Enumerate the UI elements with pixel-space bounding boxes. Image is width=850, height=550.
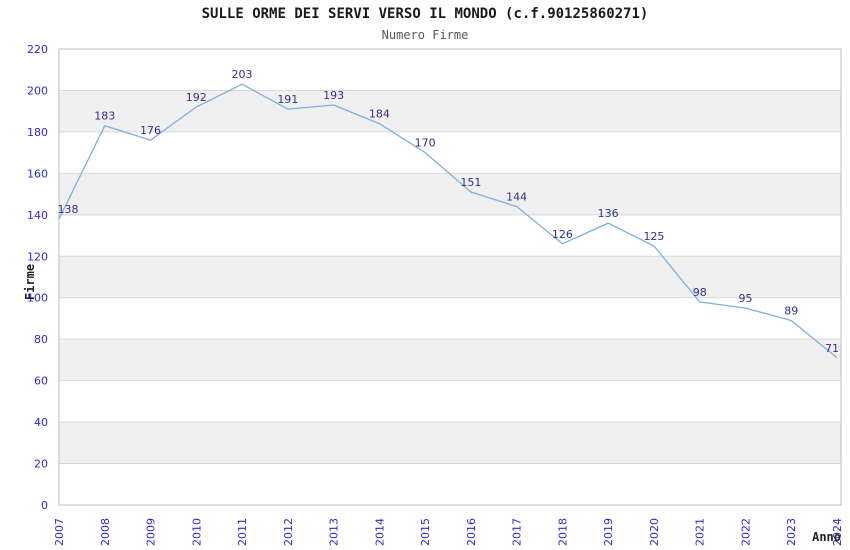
y-tick-label: 0 <box>41 499 48 512</box>
point-label: 170 <box>415 137 436 150</box>
x-tick-label: 2020 <box>648 518 661 546</box>
y-tick-label: 160 <box>27 167 48 180</box>
x-tick-label: 2010 <box>190 518 203 546</box>
point-label: 144 <box>506 191 527 204</box>
point-label: 176 <box>140 124 161 137</box>
x-tick-label: 2021 <box>694 518 707 546</box>
y-axis-title: Firme <box>23 264 37 300</box>
point-label: 184 <box>369 108 390 121</box>
point-label: 71 <box>825 342 839 355</box>
point-label: 125 <box>643 230 664 243</box>
x-tick-label: 2014 <box>373 518 386 546</box>
x-tick-label: 2012 <box>282 518 295 546</box>
point-label: 151 <box>460 176 481 189</box>
point-label: 98 <box>693 286 707 299</box>
x-tick-label: 2018 <box>556 518 569 546</box>
y-tick-label: 180 <box>27 126 48 139</box>
x-tick-label: 2011 <box>236 518 249 546</box>
x-tick-label: 2009 <box>145 518 158 546</box>
point-label: 136 <box>598 207 619 220</box>
grid-band <box>59 422 841 464</box>
point-label: 191 <box>277 93 298 106</box>
point-label: 138 <box>58 203 79 216</box>
x-tick-label: 2022 <box>739 518 752 546</box>
y-tick-label: 200 <box>27 84 48 97</box>
y-tick-label: 80 <box>34 333 48 346</box>
x-tick-label: 2024 <box>831 518 844 546</box>
y-tick-label: 40 <box>34 416 48 429</box>
x-tick-label: 2019 <box>602 518 615 546</box>
x-tick-label: 2016 <box>465 518 478 546</box>
y-tick-label: 20 <box>34 458 48 471</box>
x-axis-title: Anno <box>812 530 841 544</box>
y-tick-label: 100 <box>27 292 48 305</box>
x-tick-label: 2015 <box>419 518 432 546</box>
x-tick-label: 2007 <box>53 518 66 546</box>
chart-plot-area: 0 20 40 60 80 100 120 140 160 180 200 220 2007 2008 20… <box>27 43 844 546</box>
point-label: 203 <box>232 68 253 81</box>
point-label: 89 <box>784 305 798 318</box>
point-label: 95 <box>738 292 752 305</box>
y-tick-label: 220 <box>27 43 48 56</box>
chart-title: SULLE ORME DEI SERVI VERSO IL MONDO (c.f… <box>201 6 649 22</box>
point-label: 192 <box>186 91 207 104</box>
x-tick-label: 2023 <box>785 518 798 546</box>
x-tick-label: 2013 <box>328 518 341 546</box>
grid-band <box>59 173 841 215</box>
x-tick-label: 2017 <box>511 518 524 546</box>
grid-band <box>59 339 841 381</box>
y-tick-label: 120 <box>27 250 48 263</box>
y-tick-label: 140 <box>27 209 48 222</box>
plot-border <box>58 48 842 506</box>
point-label: 193 <box>323 89 344 102</box>
chart-subtitle: Numero Firme <box>381 28 469 42</box>
grid-band <box>59 90 841 132</box>
x-tick-label: 2008 <box>99 518 112 546</box>
grid-band <box>59 256 841 298</box>
point-label: 126 <box>552 228 573 241</box>
data-line <box>58 83 838 359</box>
y-tick-label: 60 <box>34 375 48 388</box>
point-label: 183 <box>94 110 115 123</box>
